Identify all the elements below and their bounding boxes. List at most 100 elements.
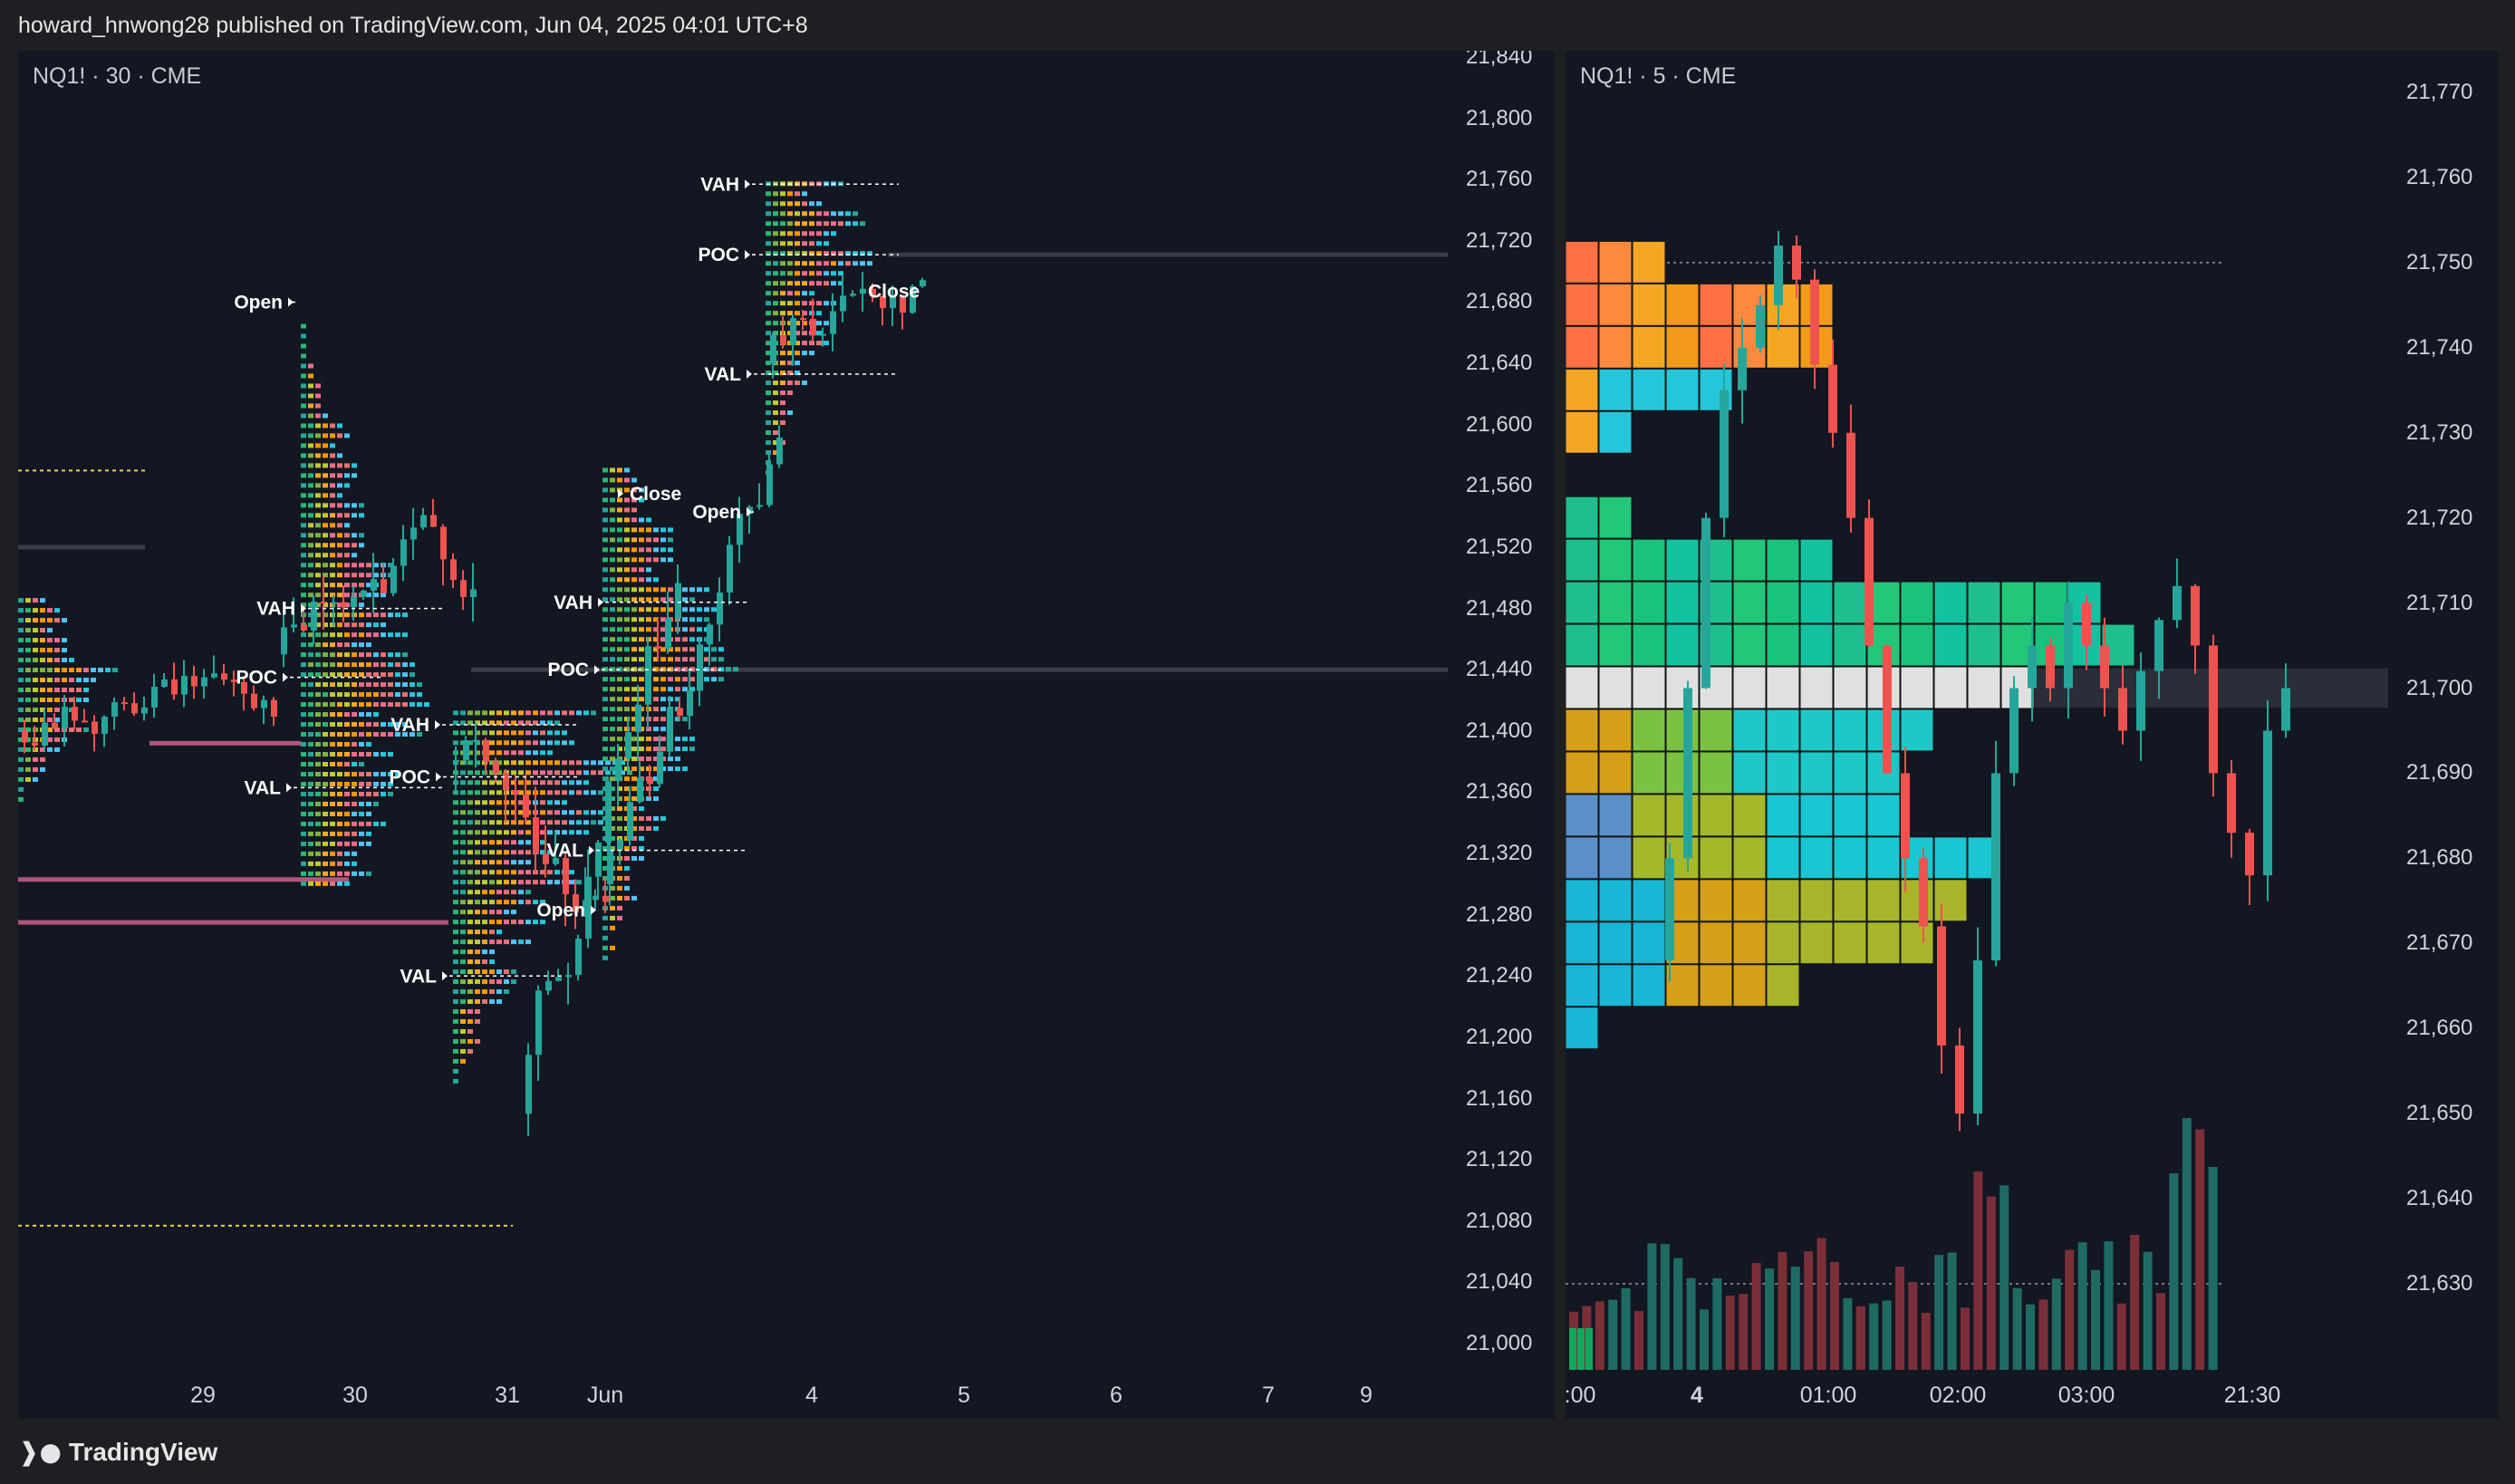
tpo-block — [323, 652, 328, 658]
tpo-block — [373, 791, 379, 796]
tpo-block — [639, 747, 644, 752]
tpo-block — [795, 221, 800, 226]
candle-body — [770, 335, 776, 364]
tpo-block — [453, 1028, 458, 1034]
tpo-block — [711, 677, 717, 682]
tpo-block — [576, 770, 582, 776]
tpo-block — [610, 547, 615, 553]
tpo-block — [62, 678, 67, 683]
tpo-block — [624, 885, 630, 891]
tpo-block — [617, 737, 622, 742]
tpo-block — [525, 920, 531, 925]
volume-profile-cell — [1900, 666, 1934, 709]
volume-bar — [1647, 1243, 1657, 1370]
tpo-block — [610, 945, 615, 950]
tpo-block — [482, 850, 487, 855]
right-chart-canvas[interactable] — [1566, 51, 2388, 1370]
tpo-block — [617, 547, 622, 553]
tpo-block — [518, 870, 524, 875]
tpo-block — [795, 251, 800, 256]
tpo-block — [617, 577, 622, 583]
right-price-axis[interactable]: 21,770 21,760 21,750 21,740 21,730 21,720 21,7… — [2388, 51, 2499, 1370]
tpo-block — [511, 900, 516, 905]
time-tick-label: 01:00 — [1799, 1383, 1857, 1408]
tpo-block — [482, 969, 487, 975]
candle-body — [563, 858, 569, 895]
volume-profile-cell — [1732, 794, 1767, 837]
tpo-block — [569, 790, 574, 795]
right-chart-pane[interactable]: NQ1! · 5 · CME — [1566, 51, 2388, 1370]
tpo-block — [689, 677, 695, 682]
tpo-block — [373, 652, 379, 658]
tpo-block — [475, 720, 480, 726]
tpo-block — [330, 473, 335, 478]
tpo-block — [610, 567, 615, 573]
tpo-block — [344, 771, 350, 776]
tpo-block — [533, 900, 538, 905]
right-time-axis[interactable]: :00 4 01:00 02:00 03:00 21:30 — [1566, 1370, 2499, 1419]
tpo-block — [460, 959, 466, 965]
tpo-block — [381, 781, 386, 786]
tpo-block — [366, 871, 371, 876]
tpo-block — [766, 410, 771, 416]
tpo-block — [646, 517, 651, 523]
tpo-block — [504, 969, 509, 975]
tpo-block — [308, 573, 313, 578]
tpo-block — [25, 776, 31, 782]
tpo-block — [359, 513, 364, 518]
volume-profile-cell — [1933, 836, 1968, 880]
tpo-block — [624, 657, 630, 662]
volume-profile-cell — [1766, 964, 1800, 1007]
tpo-block — [460, 890, 466, 895]
pane-divider[interactable] — [1555, 51, 1566, 1421]
tpo-block — [388, 781, 393, 786]
tpo-block — [330, 732, 335, 737]
tpo-block — [631, 835, 637, 841]
left-price-axis[interactable]: 21,840 21,800 21,760 21,720 21,680 21,640 21,6… — [1448, 51, 1555, 1370]
left-chart-pane[interactable]: NQ1! · 30 · CME Open VAH POC VAL VAH POC VAL VA… — [18, 51, 1448, 1370]
left-time-axis[interactable]: 29 30 31 Jun 4 5 6 7 9 — [18, 1370, 1555, 1419]
brand[interactable]: ❱● TradingView — [18, 1437, 217, 1467]
left-chart-canvas[interactable]: OpenVAHPOCVALVAHPOCVALVAHPOCVALOpenClose… — [18, 51, 1448, 1370]
tpo-block — [639, 637, 644, 642]
tpo-block — [25, 658, 31, 663]
tpo-block — [467, 800, 473, 805]
tpo-block — [653, 617, 659, 622]
tpo-block — [653, 597, 659, 602]
volume-bar — [1595, 1301, 1604, 1370]
candle-body — [820, 333, 826, 336]
candle-body — [890, 294, 896, 308]
tpo-block — [337, 811, 342, 816]
tpo-block — [540, 730, 545, 736]
tpo-block — [475, 969, 480, 975]
volume-profile-cell — [1598, 283, 1633, 326]
tpo-block — [795, 231, 800, 236]
tpo-block — [631, 647, 637, 652]
tpo-block — [460, 940, 466, 945]
tpo-block — [682, 737, 688, 742]
tpo-block — [489, 770, 495, 776]
tpo-block — [562, 800, 567, 805]
tpo-block — [562, 810, 567, 815]
tpo-block — [496, 870, 502, 875]
tpo-block — [475, 1009, 480, 1015]
tpo-block — [838, 221, 843, 226]
candle-body — [1973, 960, 1982, 1114]
volume-profile-cell — [1766, 751, 1800, 795]
tpo-block — [766, 241, 771, 246]
candle-body — [2046, 645, 2055, 689]
tpo-block — [18, 707, 24, 712]
tpo-block — [787, 291, 793, 296]
tpo-block — [315, 622, 321, 628]
volume-profile-cell — [1598, 921, 1633, 965]
tpo-block — [766, 221, 771, 226]
tpo-block — [344, 433, 350, 438]
tpo-block — [533, 740, 538, 746]
tpo-block — [467, 1009, 473, 1015]
price-tick-label: 21,660 — [2406, 1016, 2473, 1041]
tpo-block — [602, 915, 608, 920]
volume-bar — [1686, 1277, 1696, 1370]
tpo-block — [467, 940, 473, 945]
candle-body — [460, 580, 467, 598]
tpo-block — [330, 672, 335, 678]
